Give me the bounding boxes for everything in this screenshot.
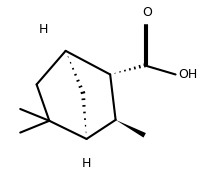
- Text: H: H: [38, 23, 48, 36]
- Polygon shape: [116, 120, 146, 138]
- Text: OH: OH: [178, 68, 198, 81]
- Text: O: O: [142, 6, 152, 19]
- Text: H: H: [82, 157, 91, 170]
